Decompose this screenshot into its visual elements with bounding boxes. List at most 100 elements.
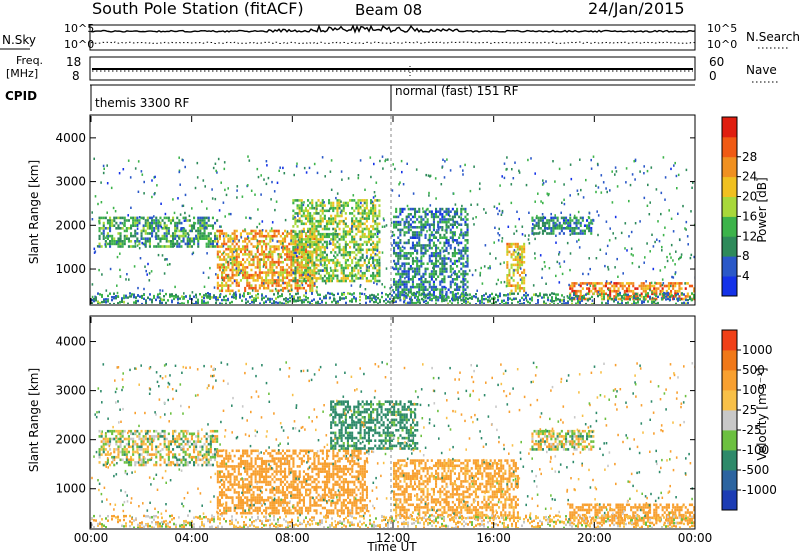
heatmap-cell bbox=[309, 238, 312, 241]
heatmap-noise-cell bbox=[568, 283, 570, 287]
heatmap-noise-cell bbox=[271, 180, 273, 184]
heatmap-cell bbox=[409, 252, 412, 255]
heatmap-cell bbox=[113, 242, 116, 246]
heatmap-cell bbox=[258, 229, 261, 233]
heatmap-cell bbox=[437, 259, 440, 263]
heatmap-noise-cell bbox=[138, 247, 141, 250]
heatmap-cell bbox=[296, 243, 299, 246]
heatmap-near-range-cell bbox=[287, 298, 289, 301]
heatmap-cell bbox=[506, 266, 509, 269]
heatmap-cell bbox=[449, 228, 452, 232]
heatmap-cell bbox=[237, 253, 240, 256]
heatmap-noise-cell bbox=[554, 180, 556, 183]
heatmap-cell bbox=[248, 273, 251, 277]
heatmap-cell bbox=[451, 254, 454, 258]
heatmap-cell bbox=[307, 251, 310, 254]
heatmap-cell bbox=[221, 253, 224, 256]
heatmap-noise-cell bbox=[558, 167, 561, 171]
heatmap-noise-cell bbox=[554, 214, 556, 217]
heatmap-near-range-cell bbox=[283, 302, 285, 304]
heatmap-near-range-cell bbox=[423, 295, 425, 299]
heatmap-cell bbox=[367, 269, 370, 272]
heatmap-cell bbox=[311, 281, 314, 285]
heatmap-near-range-cell bbox=[473, 295, 475, 298]
heatmap-noise-cell bbox=[335, 196, 337, 200]
heatmap-cell bbox=[607, 297, 610, 301]
heatmap-noise-cell bbox=[650, 281, 653, 285]
heatmap-near-range-cell bbox=[465, 300, 467, 303]
heatmap-near-range-cell bbox=[271, 302, 273, 304]
heatmap-cell bbox=[305, 250, 308, 254]
heatmap-cell bbox=[197, 216, 200, 220]
heatmap-cell bbox=[138, 458, 141, 462]
heatmap-near-range-cell bbox=[573, 297, 575, 300]
heatmap-cell bbox=[302, 209, 305, 213]
heatmap-noise-cell bbox=[369, 257, 371, 260]
heatmap-near-range-cell bbox=[429, 298, 431, 301]
heatmap-cell bbox=[521, 255, 524, 259]
heatmap-cell bbox=[242, 271, 245, 274]
heatmap-cell bbox=[130, 445, 133, 449]
heatmap-cell bbox=[271, 255, 274, 259]
heatmap-cell bbox=[265, 260, 268, 264]
heatmap-cell bbox=[596, 292, 599, 296]
heatmap-noise-cell bbox=[330, 218, 332, 221]
heatmap-cell bbox=[102, 232, 105, 235]
heatmap-cell bbox=[445, 249, 448, 252]
heatmap-cell bbox=[325, 279, 328, 283]
heatmap-cell bbox=[405, 275, 408, 278]
heatmap-near-range-cell bbox=[347, 292, 349, 295]
heatmap-cell bbox=[298, 276, 301, 280]
heatmap-near-range-cell bbox=[649, 297, 651, 300]
heatmap-cell bbox=[632, 289, 635, 293]
heatmap-near-range-cell bbox=[531, 296, 533, 299]
heatmap-cell bbox=[315, 212, 318, 215]
heatmap-near-range-cell bbox=[605, 302, 607, 304]
heatmap-cell bbox=[338, 222, 341, 226]
heatmap-cell bbox=[554, 216, 557, 220]
heatmap-near-range-cell bbox=[211, 296, 213, 299]
heatmap-near-range-cell bbox=[423, 291, 425, 295]
heatmap-cell bbox=[313, 240, 316, 244]
heatmap-cell bbox=[355, 248, 358, 252]
heatmap-cell bbox=[401, 218, 404, 221]
heatmap-cell bbox=[336, 214, 339, 218]
heatmap-cell bbox=[209, 237, 212, 240]
heatmap-cell bbox=[159, 237, 162, 240]
heatmap-cell bbox=[332, 204, 335, 207]
heatmap-cell bbox=[432, 283, 435, 286]
heatmap-cell bbox=[100, 440, 103, 443]
heatmap-cell bbox=[140, 232, 143, 235]
heatmap-noise-cell bbox=[611, 170, 613, 173]
heatmap-cell bbox=[523, 281, 526, 285]
heatmap-near-range-cell bbox=[229, 301, 231, 304]
heatmap-cell bbox=[311, 222, 314, 226]
heatmap-noise-cell bbox=[341, 178, 343, 181]
heatmap-cell bbox=[334, 235, 337, 239]
heatmap-cell bbox=[130, 240, 133, 243]
heatmap-cell bbox=[407, 215, 410, 219]
heatmap-cell bbox=[456, 252, 459, 255]
heatmap-cell bbox=[411, 275, 414, 278]
heatmap-cell bbox=[281, 240, 284, 243]
heatmap-cell bbox=[680, 287, 683, 290]
heatmap-noise-cell bbox=[383, 219, 385, 222]
heatmap-near-range-cell bbox=[603, 295, 605, 299]
heatmap-cell bbox=[363, 274, 366, 278]
heatmap-near-range-cell bbox=[415, 292, 417, 295]
heatmap-noise-cell bbox=[130, 206, 132, 209]
heatmap-noise-cell bbox=[479, 271, 482, 275]
heatmap-cell bbox=[290, 279, 293, 282]
heatmap-near-range-cell bbox=[171, 294, 173, 298]
heatmap-cell bbox=[328, 227, 331, 231]
heatmap-noise-cell bbox=[639, 220, 641, 223]
heatmap-cell bbox=[298, 245, 301, 249]
heatmap-cell bbox=[159, 245, 162, 248]
heatmap-cell bbox=[649, 287, 652, 290]
heatmap-noise-cell bbox=[525, 274, 527, 277]
heatmap-near-range-cell bbox=[431, 294, 433, 297]
heatmap-cell bbox=[300, 222, 303, 226]
heatmap-cell bbox=[113, 429, 116, 433]
heatmap-near-range-cell bbox=[141, 302, 143, 304]
heatmap-cell bbox=[521, 253, 524, 256]
